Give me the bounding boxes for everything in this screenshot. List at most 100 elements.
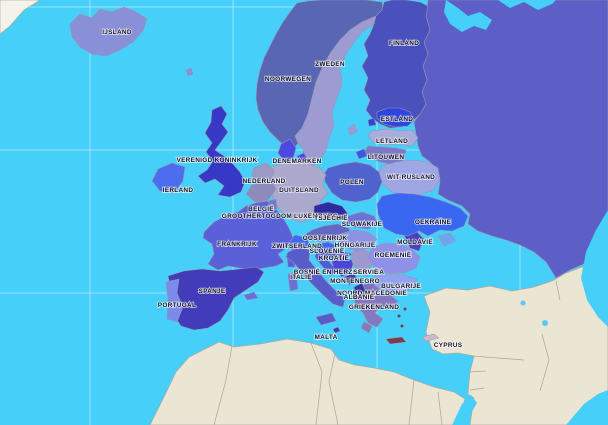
island-crete[interactable] — [385, 336, 407, 345]
label-slovakia: SLOWAKIJE — [342, 221, 383, 228]
region-middle-east[interactable] — [423, 266, 608, 425]
label-italy: ITALIË — [290, 273, 312, 281]
region-crimea[interactable] — [437, 232, 457, 247]
region-kaliningrad[interactable] — [355, 148, 368, 160]
label-slovenia: SLOVENIË — [310, 247, 345, 255]
island-saaremaa[interactable] — [367, 117, 377, 127]
label-serbia: SERVIË — [353, 268, 379, 276]
label-bulgaria: BULGARIJE — [381, 283, 421, 290]
island-sardinia[interactable] — [287, 271, 299, 292]
aegean-island — [397, 314, 401, 318]
country-poland[interactable] — [323, 161, 383, 203]
border-line — [468, 370, 487, 373]
island-gotland[interactable] — [347, 123, 358, 136]
label-moldova: MOLDAVIË — [397, 238, 433, 246]
white-sea — [444, 0, 492, 32]
lake — [542, 320, 548, 326]
border-line — [437, 391, 443, 425]
outside-borders — [213, 280, 561, 425]
border-line — [213, 345, 233, 425]
country-italy[interactable] — [285, 246, 346, 308]
aegean-island — [403, 307, 407, 311]
aegean-island — [400, 324, 404, 328]
country-slovakia[interactable] — [345, 211, 379, 230]
country-montenegro[interactable] — [343, 272, 359, 286]
country-bulgaria[interactable] — [373, 272, 418, 294]
label-sweden: ZWEDEN — [315, 61, 345, 68]
label-lithuania: LITOUWEN — [368, 154, 405, 161]
red-sea — [452, 395, 477, 425]
country-iceland[interactable] — [69, 6, 148, 57]
country-portugal[interactable] — [165, 278, 184, 323]
island-balearics[interactable] — [243, 291, 259, 301]
label-cyprus: CYPRUS — [434, 342, 463, 349]
border-line — [328, 352, 339, 425]
label-croatia: KROATIË — [319, 254, 350, 262]
label-uk: VERENIGD KONINKRIJK — [177, 157, 258, 164]
label-ukraine: OEKRAÏNE — [415, 218, 452, 226]
country-malta[interactable] — [332, 326, 341, 334]
country-latvia[interactable] — [367, 128, 419, 147]
country-labels: IJSLAND NOORWEGEN ZWEDEN FINLAND ESTLAND… — [101, 28, 463, 350]
barents-inlet — [498, 0, 556, 10]
country-ireland[interactable] — [151, 162, 186, 194]
border-line — [555, 280, 561, 301]
border-line — [471, 355, 525, 361]
label-romania: ROEMENIË — [375, 251, 412, 259]
label-poland: POLEN — [340, 179, 364, 186]
label-norway: NOORWEGEN — [265, 76, 311, 83]
label-iceland: IJSLAND — [102, 29, 132, 36]
border-line — [469, 387, 485, 391]
label-czechia: TSJECHIË — [314, 214, 348, 222]
label-latvia: LETLAND — [376, 138, 408, 145]
country-romania[interactable] — [367, 242, 421, 274]
label-switzerland: ZWITSERLAND — [272, 243, 322, 250]
label-finland: FINLAND — [389, 40, 419, 47]
country-france[interactable] — [202, 200, 294, 271]
island-zealand[interactable] — [296, 152, 308, 162]
country-finland[interactable] — [361, 0, 431, 129]
country-cyprus[interactable] — [421, 333, 440, 342]
country-uk[interactable] — [197, 105, 246, 198]
label-albania: ALBANIË — [344, 293, 375, 301]
label-germany: DUITSLAND — [279, 187, 319, 194]
border-line — [310, 342, 323, 425]
border-line — [539, 333, 550, 392]
label-greece: GRIEKENLAND — [349, 304, 399, 311]
label-belgium: BELGIË — [248, 205, 274, 213]
label-montenegro: MONTENEGRO — [330, 278, 380, 285]
label-luxembourg: GROOTHERTOGDOM LUXEMBURG — [222, 213, 338, 220]
country-croatia[interactable] — [314, 248, 353, 277]
country-bosnia[interactable] — [331, 256, 355, 278]
border-line — [408, 379, 415, 425]
island-faroe[interactable] — [185, 67, 194, 77]
label-north-macedonia: NOORD-MACEDONIË — [337, 289, 407, 297]
region-greenland — [0, 0, 41, 35]
label-france: FRANKRIJK — [217, 241, 257, 248]
persian-gulf — [566, 390, 608, 425]
caspian-sea — [581, 210, 608, 327]
country-czechia[interactable] — [313, 201, 349, 222]
label-estonia: ESTLAND — [381, 116, 414, 123]
country-ukraine[interactable] — [376, 192, 469, 237]
country-hungary[interactable] — [337, 229, 378, 252]
label-ireland: IERLAND — [163, 187, 194, 194]
label-bosnia: BOSNIË EN HERZEGOVINA — [294, 268, 385, 276]
label-netherlands: NEDERLAND — [242, 178, 285, 185]
country-estonia[interactable] — [376, 107, 415, 128]
label-denmark: DENEMARKEN — [272, 158, 321, 165]
label-austria: OOSTENRIJK — [303, 235, 348, 242]
region-peloponnese[interactable] — [360, 321, 373, 334]
country-belarus[interactable] — [378, 159, 441, 196]
country-greece[interactable] — [353, 292, 399, 328]
label-hungary: HONGARIJE — [335, 242, 376, 249]
label-malta: MALTA — [314, 334, 337, 341]
island-sicily[interactable] — [315, 312, 337, 326]
label-belarus: WIT-RUSLAND — [387, 174, 435, 181]
label-portugal: PORTUGAL — [158, 302, 196, 309]
label-spain: SPANJE — [198, 288, 225, 295]
country-denmark[interactable] — [277, 138, 297, 162]
lake — [520, 300, 526, 306]
